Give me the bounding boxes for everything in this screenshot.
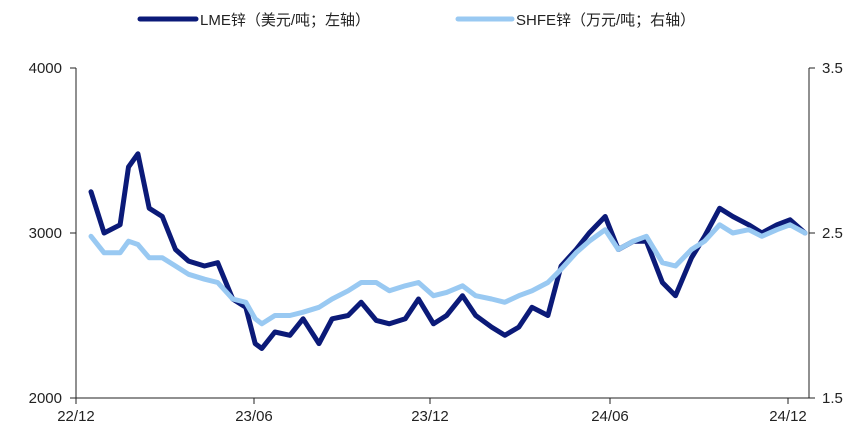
left-tick-label: 3000 [29, 225, 62, 242]
x-tick-label: 22/12 [57, 408, 95, 425]
right-tick-label: 1.5 [822, 390, 843, 407]
legend: LME锌（美元/吨；左轴） SHFE锌（万元/吨；右轴） [137, 12, 695, 29]
legend-label-lme: LME锌（美元/吨；左轴） [200, 12, 370, 29]
series-line-lme [88, 151, 808, 351]
x-tick-label: 24/12 [769, 408, 807, 425]
plot-area [88, 151, 808, 351]
right-tick-label: 3.5 [822, 60, 843, 77]
series-line-shfe [88, 222, 808, 327]
left-tick-label: 4000 [29, 60, 62, 77]
x-tick-label: 24/06 [591, 408, 629, 425]
x-tick-label: 23/06 [235, 408, 273, 425]
legend-label-shfe: SHFE锌（万元/吨；右轴） [516, 12, 695, 29]
left-tick-label: 2000 [29, 390, 62, 407]
x-tick-label: 23/12 [411, 408, 449, 425]
right-tick-label: 2.5 [822, 225, 843, 242]
